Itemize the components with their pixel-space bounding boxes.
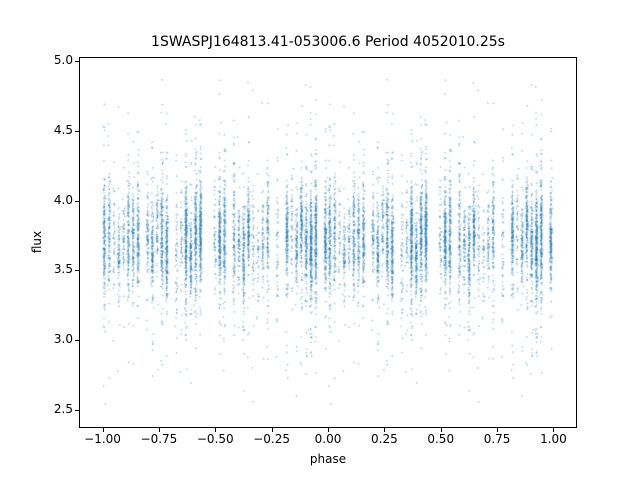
x-tick-label: 0.50 xyxy=(427,432,455,446)
y-tick-mark xyxy=(75,130,79,132)
y-tick-label: 4.0 xyxy=(53,192,73,207)
x-tick-mark xyxy=(497,428,499,432)
x-tick-label: 0.25 xyxy=(371,432,398,446)
x-tick-mark xyxy=(102,428,104,432)
chart-title: 1SWASPJ164813.41-053006.6 Period 4052010… xyxy=(151,34,505,50)
y-tick-mark xyxy=(75,200,79,202)
x-tick-label: −0.25 xyxy=(253,432,291,446)
scatter-points-canvas xyxy=(80,58,576,427)
plot-area xyxy=(79,57,577,428)
x-tick-mark xyxy=(384,428,386,432)
y-tick-mark xyxy=(75,60,79,62)
x-tick-label: 0.00 xyxy=(314,432,342,446)
x-tick-mark xyxy=(553,428,555,432)
x-tick-label: −0.50 xyxy=(196,432,234,446)
y-tick-mark xyxy=(75,270,79,272)
y-axis-label: flux xyxy=(30,230,44,254)
x-tick-mark xyxy=(158,428,160,432)
y-tick-label: 3.0 xyxy=(53,332,73,347)
x-tick-mark xyxy=(440,428,442,432)
y-tick-label: 5.0 xyxy=(53,52,73,67)
x-tick-label: 0.75 xyxy=(483,432,511,446)
x-tick-label: 1.00 xyxy=(540,432,567,446)
x-tick-label: −0.75 xyxy=(140,432,178,446)
y-tick-label: 2.5 xyxy=(53,402,73,417)
x-tick-mark xyxy=(328,428,329,432)
y-tick-mark xyxy=(75,340,79,342)
y-tick-mark xyxy=(75,410,79,412)
y-tick-label: 4.5 xyxy=(53,122,73,137)
x-tick-mark xyxy=(271,428,273,432)
x-tick-label: −1.00 xyxy=(84,432,121,446)
x-axis-label: phase xyxy=(309,452,347,466)
x-tick-mark xyxy=(215,428,217,432)
y-tick-label: 3.5 xyxy=(53,262,73,277)
